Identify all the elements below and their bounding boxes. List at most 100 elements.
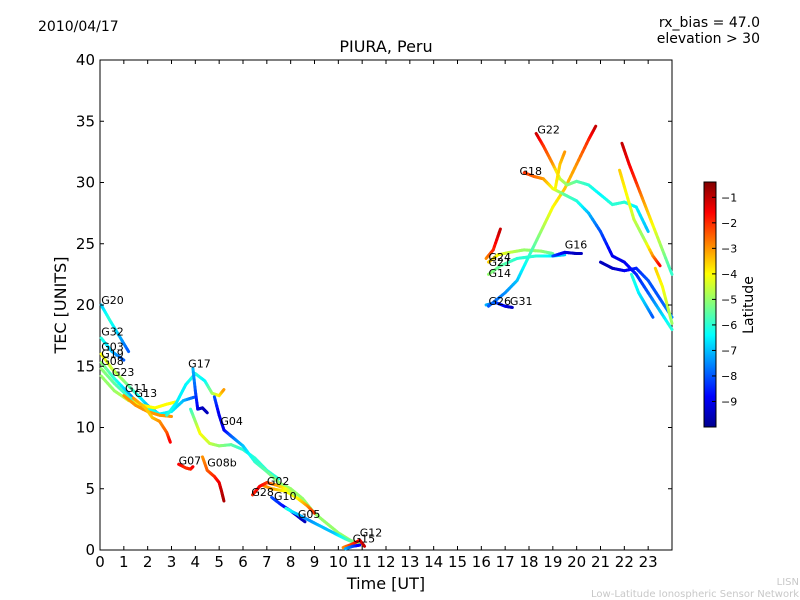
x-tick-label: 7 bbox=[262, 553, 272, 571]
x-tick-label: 20 bbox=[567, 553, 586, 571]
y-tick-label: 30 bbox=[76, 174, 95, 192]
satellite-track bbox=[343, 543, 362, 551]
x-tick-label: 17 bbox=[496, 553, 515, 571]
x-tick-label: 23 bbox=[639, 553, 658, 571]
satellite-label: G28 bbox=[251, 486, 274, 499]
satellite-label: G20 bbox=[101, 294, 124, 307]
chart-title: PIURA, Peru bbox=[339, 37, 432, 56]
satellite-label: G04 bbox=[220, 415, 243, 428]
colorbar-label: Latitude bbox=[741, 276, 757, 334]
x-tick-label: 0 bbox=[95, 553, 105, 571]
track-segment bbox=[562, 150, 567, 156]
satellite-track bbox=[553, 150, 567, 191]
satellite-label: G23 bbox=[112, 366, 135, 379]
y-tick-label: 0 bbox=[85, 541, 95, 559]
satellite-label: G17 bbox=[188, 357, 211, 370]
track-segment bbox=[657, 262, 662, 268]
colorbar-tick-label: −8 bbox=[721, 370, 737, 383]
x-tick-label: 1 bbox=[119, 553, 129, 571]
x-tick-label: 19 bbox=[543, 553, 562, 571]
satellite-label: G14 bbox=[488, 267, 511, 280]
x-tick-label: 18 bbox=[519, 553, 538, 571]
x-axis-label: Time [UT] bbox=[346, 574, 425, 593]
footer-lisn: LISN bbox=[777, 577, 799, 588]
satellite-label: G21 bbox=[488, 256, 511, 269]
data-layer bbox=[99, 124, 674, 551]
colorbar-ticks: −1 −2 −3 −4 −5 −6 −7 −8 −9 bbox=[712, 191, 737, 408]
satellite-label: G12 bbox=[360, 527, 383, 540]
track-segment bbox=[668, 268, 674, 276]
satellite-label: G18 bbox=[519, 165, 542, 178]
x-tick-label: 12 bbox=[376, 553, 395, 571]
y-tick-label: 5 bbox=[85, 480, 95, 498]
satellite-track bbox=[618, 168, 662, 268]
satellite-track bbox=[620, 141, 674, 276]
track-segment bbox=[168, 439, 172, 444]
satellite-track bbox=[191, 367, 209, 415]
satellite-track bbox=[165, 372, 226, 417]
elevation-label: elevation > 30 bbox=[657, 31, 760, 47]
satellite-label: G24 bbox=[488, 251, 511, 264]
x-tick-label: 14 bbox=[424, 553, 443, 571]
track-segment bbox=[497, 227, 502, 235]
track-segment bbox=[302, 519, 307, 524]
y-axis-label: TEC [UNITS] bbox=[51, 257, 70, 355]
colorbar bbox=[703, 181, 717, 428]
satellite-track bbox=[653, 266, 674, 325]
x-tick-label: 21 bbox=[591, 553, 610, 571]
satellite-label: G08b bbox=[207, 457, 237, 470]
y-tick-label: 35 bbox=[76, 112, 95, 130]
track-segment bbox=[362, 543, 367, 548]
satellite-label: G05 bbox=[298, 508, 321, 521]
satellite-track bbox=[484, 227, 502, 260]
x-tick-label: 22 bbox=[615, 553, 634, 571]
plot-area bbox=[99, 59, 673, 551]
header-group: 2010/04/17 rx_bias = 47.0 elevation > 30… bbox=[38, 15, 760, 56]
satellite-track bbox=[99, 303, 131, 354]
satellite-track bbox=[189, 407, 281, 481]
satellite-label: G26 bbox=[488, 295, 511, 308]
rx-bias-label: rx_bias = 47.0 bbox=[659, 15, 760, 31]
satellite-label: G07 bbox=[179, 454, 202, 467]
track-segment bbox=[668, 315, 674, 325]
y-tick-label: 15 bbox=[76, 357, 95, 375]
track-segment bbox=[650, 313, 655, 319]
date-label: 2010/04/17 bbox=[38, 19, 119, 35]
x-tick-label: 13 bbox=[400, 553, 419, 571]
track-segment bbox=[292, 492, 297, 497]
satellite-label: G32 bbox=[101, 326, 124, 339]
satellite-track bbox=[131, 396, 172, 444]
y-tick-label: 20 bbox=[76, 296, 95, 314]
x-tick-label: 11 bbox=[353, 553, 372, 571]
colorbar-tick-label: −2 bbox=[721, 217, 737, 230]
colorbar-tick-label: −6 bbox=[721, 319, 737, 332]
satellite-label: G10 bbox=[274, 490, 297, 503]
satellite-label: G08 bbox=[101, 355, 124, 368]
satellite-track bbox=[251, 481, 297, 497]
x-tick-label: 16 bbox=[472, 553, 491, 571]
track-segment bbox=[644, 225, 650, 233]
satellite-track bbox=[629, 272, 655, 319]
x-tick-label: 10 bbox=[329, 553, 348, 571]
x-tick-label: 8 bbox=[286, 553, 296, 571]
colorbar-tick-label: −5 bbox=[721, 293, 737, 306]
satellite-label: G03 bbox=[101, 340, 124, 353]
satellite-label: G13 bbox=[135, 387, 158, 400]
x-tick-label: 6 bbox=[238, 553, 248, 571]
track-segment bbox=[593, 124, 598, 130]
y-tick-label: 10 bbox=[76, 419, 95, 437]
satellite-track bbox=[341, 538, 367, 550]
y-tick-label: 40 bbox=[76, 51, 95, 69]
x-tick-label: 9 bbox=[310, 553, 320, 571]
satellite-track bbox=[551, 250, 583, 258]
colorbar-tick-label: −9 bbox=[721, 395, 737, 408]
track-segment bbox=[275, 476, 281, 481]
satellite-label: G22 bbox=[537, 124, 560, 137]
colorbar-tick-label: −3 bbox=[721, 242, 737, 255]
track-segment bbox=[204, 410, 209, 415]
y-axis: 0 5 10 15 20 25 30 35 40 bbox=[76, 51, 672, 559]
satellite-label: G15 bbox=[353, 533, 376, 546]
track-segment bbox=[221, 388, 226, 393]
